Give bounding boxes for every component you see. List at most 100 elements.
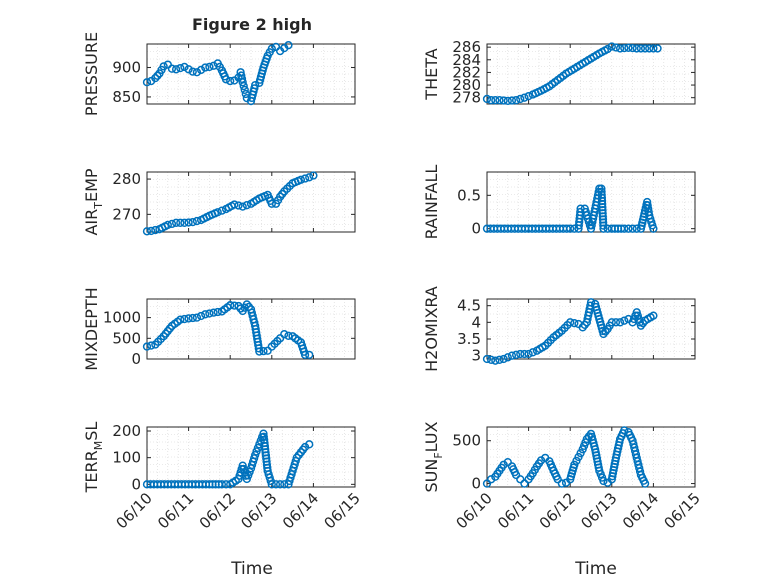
data-point [562,224,571,233]
data-point [615,44,625,53]
data-point [628,43,637,53]
data-point [487,355,496,364]
data-point [611,318,621,327]
y-tick-label: 280 [112,170,141,188]
series-terr-msl [142,429,314,489]
data-point [213,307,222,317]
data-point [238,78,247,87]
data-point [159,62,168,71]
data-point [620,43,629,53]
y-tick-label: 280 [452,76,481,94]
data-point [305,350,314,360]
data-point [511,470,521,480]
data-point [142,342,152,351]
data-point [503,457,512,467]
subplot-pressure: 850 900 PRESSURE [82,32,356,116]
y-axis-label: RAINFALL [422,165,441,240]
data-point [230,200,239,209]
series-air-temp [142,171,318,236]
data-point [267,44,276,53]
series-pressure [142,41,293,106]
y-tick-label: 282 [452,63,481,81]
data-point [196,65,206,75]
data-point [566,318,575,327]
data-point [603,44,612,54]
data-point [599,224,608,233]
y-tick-label: 100 [112,449,141,467]
data-point [205,309,214,318]
data-point [566,224,575,233]
data-point [586,298,596,307]
data-point [171,218,181,227]
y-axis-label-subscript: M [92,441,105,451]
data-point [167,219,177,229]
data-point [482,479,492,488]
data-point [180,314,189,324]
y-tick-label: 500 [112,329,141,347]
data-point [188,67,197,76]
axes-box [146,298,356,360]
data-point [201,310,210,319]
data-point [520,479,529,488]
data-point [267,480,276,489]
data-point [275,480,285,489]
data-point [167,64,177,73]
data-point [267,199,276,208]
y-axis-label: H2OMIXRA [422,286,441,372]
y-tick-label: 4.5 [457,297,481,315]
data-point [649,44,658,53]
data-point [201,63,210,72]
data-point [491,356,500,365]
data-point [147,341,156,350]
data-point [511,350,521,359]
data-point [284,331,293,340]
data-point [176,315,185,324]
y-axis-label: MIXDEPTH [82,287,101,370]
data-point [586,301,595,310]
data-point [192,68,202,77]
data-point [284,41,293,50]
y-axis-label-rest: EMP [82,168,101,202]
data-point [495,355,504,364]
data-point [624,224,633,233]
y-axis-label-main: SUN [422,459,441,493]
data-point [516,349,525,359]
data-point [499,354,508,364]
data-point [180,218,189,227]
data-point [482,94,492,104]
data-point [624,43,633,52]
data-point [263,346,272,355]
y-tick-label: 0 [471,475,481,493]
y-tick-label: 4 [471,313,481,331]
y-axis-label-rest: SL [82,422,101,441]
series-mixdepth [142,300,314,360]
data-point [142,78,152,87]
y-axis-label-subscript: F [432,452,445,458]
data-point [217,480,227,489]
data-point [640,44,650,53]
data-point [607,42,616,51]
data-point [599,476,608,486]
subplot-air-temp: 270 280 AIRTEMP [82,168,356,236]
y-tick-label: 3 [471,347,481,365]
data-point [226,301,235,310]
data-point [653,44,662,53]
y-axis-label: PRESSURE [82,32,101,116]
data-point [275,334,285,343]
data-point [147,226,156,236]
data-point [153,71,162,80]
y-tick-label: 0.5 [457,186,481,204]
y-axis-label-main: AIR [82,209,101,236]
data-point [528,348,537,357]
series-rainfall [482,184,658,233]
data-point [188,313,197,323]
y-tick-label: 1000 [103,309,141,327]
y-axis-label: TERRMSL [82,422,105,494]
y-tick-label: 900 [112,59,141,77]
data-point [196,311,206,321]
y-tick-label: 200 [112,422,141,440]
data-point [482,354,492,364]
y-tick-label: 0 [471,220,481,238]
data-point [242,201,251,210]
